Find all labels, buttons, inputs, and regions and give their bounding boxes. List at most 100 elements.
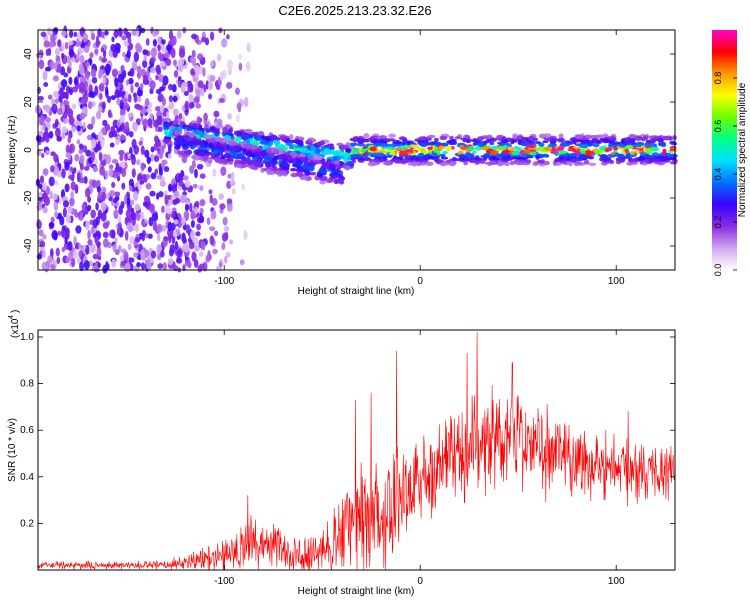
spectrogram-noise-cell [48, 222, 55, 228]
spectrogram-branch-cell [232, 152, 239, 156]
spectrogram-band-cell [387, 138, 396, 142]
spectrogram-branch-cell [289, 139, 297, 144]
spectrogram-noise-cell [117, 216, 122, 223]
spectrogram-noise-cell [235, 87, 240, 95]
spectrogram-branch-cell [270, 163, 276, 168]
spectrogram-band-cell [436, 142, 444, 147]
spectrogram-branch-cell [302, 164, 310, 169]
spectrogram-noise-cell [171, 84, 177, 93]
spectrogram-band-cell [520, 156, 529, 160]
spectrogram-noise-cell [95, 35, 100, 43]
spectrogram-noise-cell [119, 161, 126, 168]
spectrogram-noise-cell [167, 183, 173, 192]
spectrogram-noise-cell [196, 116, 201, 127]
spectrogram-noise-cell [161, 39, 166, 45]
snr-panel: -100 0 100 0.2 0.4 0.6 0.8 1.0 Height of strai… [7, 310, 676, 597]
spectrogram-band-cell [497, 161, 504, 167]
spectrogram-noise-cell [102, 77, 106, 84]
spectrogram-noise-cell [80, 99, 86, 105]
spectrogram-band-cell [488, 160, 497, 166]
spectrogram-noise-cell [134, 82, 140, 88]
spectrogram-band-cell [519, 153, 529, 157]
spectrogram-band-cell [475, 145, 482, 151]
spectrogram-band-cell [445, 145, 452, 152]
spectrogram-noise-cell [102, 231, 109, 239]
spectrogram-noise-cell [90, 32, 96, 41]
spectrogram-branch-cell [316, 172, 324, 178]
spectrogram-band-cell [441, 162, 450, 166]
spectrogram-band-cell [473, 140, 479, 146]
spectrogram-noise-cell [114, 171, 121, 177]
spectrogram-band-cell [647, 142, 657, 147]
spectrogram-noise-cell [105, 86, 109, 96]
spectrogram-noise-cell [167, 257, 174, 266]
spectrogram-band-cell [622, 137, 629, 141]
spectrogram-noise-cell [152, 38, 157, 47]
spectrogram-noise-cell [50, 165, 55, 173]
spectrogram-noise-cell [124, 230, 129, 241]
spectrogram-noise-cell [192, 183, 198, 189]
spectrogram-noise-cell [135, 223, 140, 233]
spectrogram-noise-cell [142, 49, 148, 56]
spectrogram-noise-cell [159, 73, 164, 82]
spectrogram-noise-cell [50, 216, 55, 223]
spectrogram-branch-cell [263, 154, 271, 161]
spectrogram-noise-cell [150, 250, 157, 259]
spectrogram-branch-cell [218, 149, 223, 155]
spectrogram-noise-cell [118, 149, 125, 156]
spectrogram-noise-cell [38, 183, 43, 189]
spectrogram-band-cell [570, 159, 577, 163]
spectrogram-noise-cell [73, 31, 78, 38]
spectrogram-noise-cell [44, 116, 51, 123]
spectrogram-noise-cell [165, 58, 172, 67]
spectrogram-band-cell [671, 160, 678, 165]
spectrogram-band-cell [554, 158, 561, 163]
spectrogram-band-cell [657, 137, 664, 143]
spectrogram-noise-cell [57, 230, 62, 236]
spectrogram-branch-cell [335, 174, 344, 178]
spectrogram-noise-cell [51, 230, 58, 240]
spectrogram-band-cell [669, 153, 675, 158]
spectrogram-noise-cell [141, 119, 148, 126]
spectrogram-branch-cell [300, 147, 307, 153]
spectrogram-band-cell [509, 161, 516, 166]
spectrogram-noise-cell [102, 101, 106, 110]
spectrogram-noise-cell [210, 60, 215, 67]
spectrogram-noise-cell [136, 262, 141, 268]
spectrogram-noise-cell [82, 121, 86, 130]
spectrogram-noise-cell [189, 202, 193, 213]
spectrogram-noise-cell [60, 30, 67, 37]
spectrogram-noise-cell [40, 31, 47, 38]
spectrogram-noise-cell [121, 35, 127, 41]
spectrogram-band-cell [489, 141, 495, 146]
spectrogram-noise-cell [159, 60, 166, 68]
spectrogram-band-cell [610, 137, 617, 142]
spectrogram-branch-cell [292, 152, 298, 158]
spectrogram-band-cell [574, 143, 582, 147]
spectrogram-band-cell [453, 158, 461, 162]
spectrogram-branch-cell [238, 160, 244, 165]
spectrogram-noise-cell [104, 30, 109, 36]
spectrogram-noise-cell [135, 212, 141, 221]
spectrogram-noise-cell [140, 262, 146, 270]
spectrogram-band-cell [461, 146, 467, 151]
spectrogram-noise-cell [144, 98, 150, 107]
spectrogram-noise-cell [213, 230, 219, 237]
spectrogram-noise-cell [97, 131, 104, 142]
spectrogram-noise-cell [149, 80, 156, 90]
spectrogram-noise-cell [85, 149, 92, 157]
spectrogram-branch-cell [315, 142, 323, 146]
spectrogram-noise-cell [125, 79, 130, 86]
spectrogram-noise-cell [90, 243, 96, 253]
spectrogram-band-cell [482, 146, 489, 150]
spectrogram-band-cell [575, 134, 584, 140]
spectrogram-y-tick-label: -40 [23, 238, 34, 253]
spectrogram-noise-cell [181, 216, 186, 226]
spectrogram-noise-cell [111, 68, 119, 78]
spectrogram-noise-cell [229, 179, 236, 187]
spectrogram-branch-cell [264, 135, 272, 142]
spectrogram-noise-cell [100, 212, 107, 222]
spectrogram-noise-cell [154, 168, 159, 175]
spectrogram-noise-cell [176, 249, 183, 256]
spectrogram-noise-cell [49, 61, 56, 70]
